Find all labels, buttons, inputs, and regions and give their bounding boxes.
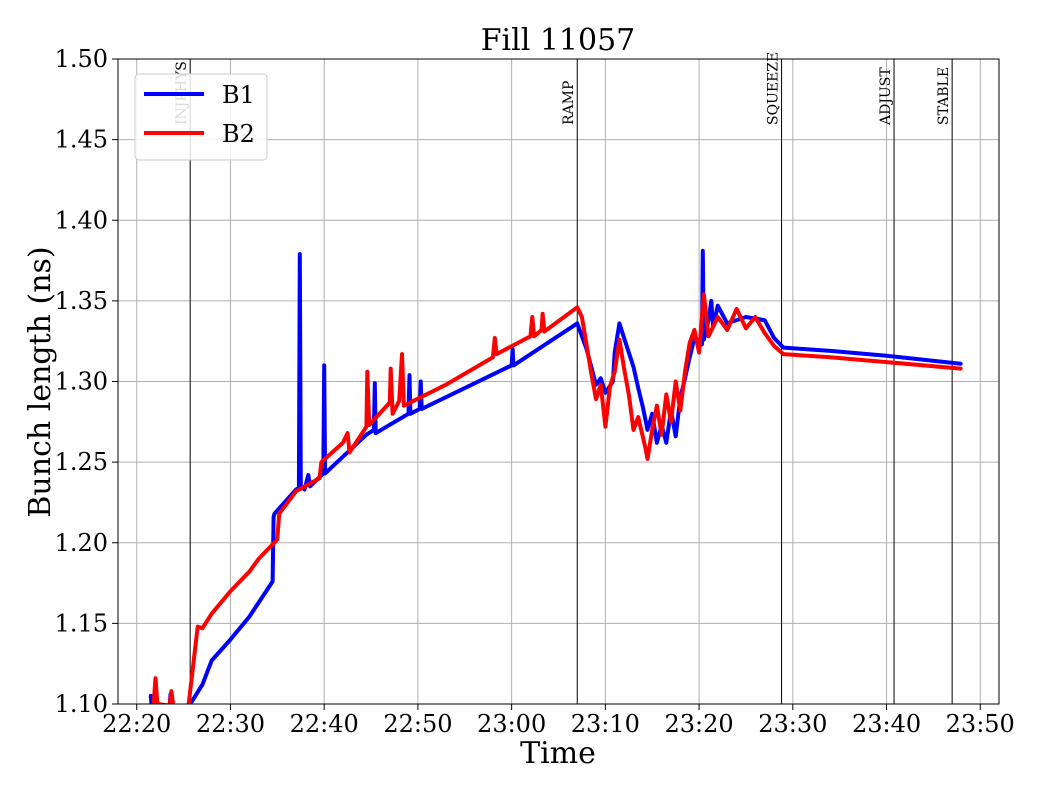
legend-label-b1: B1	[222, 81, 255, 109]
x-tick-label: 23:30	[758, 710, 827, 738]
x-axis-label: Time	[520, 736, 596, 771]
x-tick-label: 23:20	[664, 710, 733, 738]
phase-label-stable: STABLE	[936, 67, 952, 125]
x-tick-label: 22:20	[102, 710, 171, 738]
chart-title: Fill 11057	[481, 23, 636, 58]
y-tick-label: 1.10	[55, 690, 108, 718]
legend: B1 B2	[134, 73, 268, 161]
x-tick-label: 22:40	[290, 710, 359, 738]
x-tick-label: 23:00	[477, 710, 546, 738]
y-tick-label: 1.25	[55, 448, 108, 476]
legend-label-b2: B2	[222, 120, 255, 148]
y-tick-label: 1.40	[55, 206, 108, 234]
y-axis-label: Bunch length (ns)	[23, 246, 58, 517]
phase-markers: INJPHYSRAMPSQUEEZEADJUSTSTABLE	[174, 52, 953, 704]
series-layer	[148, 248, 963, 704]
x-tick-label: 23:50	[946, 710, 1015, 738]
y-tick-label: 1.35	[55, 287, 108, 315]
phase-label-squeeze: SQUEEZE	[766, 52, 782, 125]
tick-layer: 22:20 22:30 22:40 22:50 23:00 23:10 23:20 23:30…	[55, 45, 1015, 738]
y-tick-label: 1.30	[55, 368, 108, 396]
x-tick-label: 23:10	[571, 710, 640, 738]
y-tick-label: 1.50	[55, 45, 108, 73]
series-line-b2	[151, 292, 963, 704]
phase-label-ramp: RAMP	[561, 81, 577, 125]
series-line-b1	[148, 248, 963, 704]
y-tick-label: 1.20	[55, 529, 108, 557]
phase-label-adjust: ADJUST	[878, 67, 894, 126]
y-tick-label: 1.45	[55, 126, 108, 154]
x-tick-label: 22:50	[383, 710, 452, 738]
y-tick-label: 1.15	[55, 609, 108, 637]
x-tick-label: 23:40	[852, 710, 921, 738]
x-tick-label: 22:30	[196, 710, 265, 738]
